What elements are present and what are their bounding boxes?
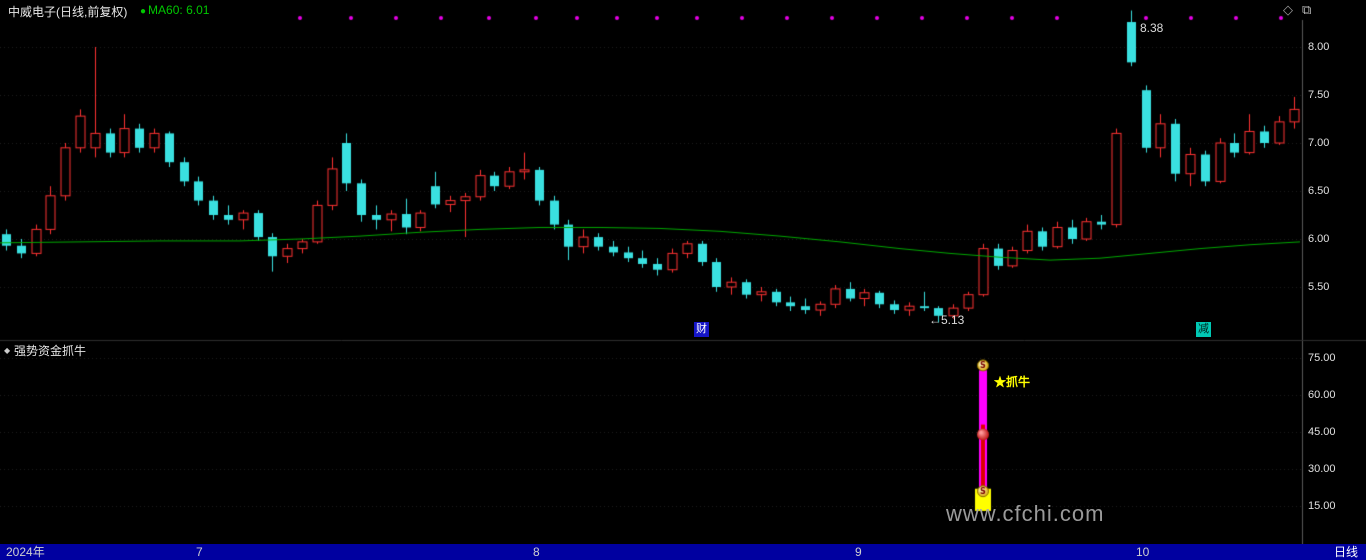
price-tick-750: 7.50 (1308, 89, 1330, 101)
trough-price-annotation: ←5.13 (929, 313, 965, 327)
window-restore-icon[interactable]: ⧉ (1302, 2, 1312, 17)
time-axis-month-7: 7 (196, 545, 203, 559)
stock-title: 中威电子(日线,前复权) (8, 5, 128, 19)
price-tick-800: 8.00 (1308, 41, 1330, 53)
sub-pane-marker-icon: ◆ (4, 346, 11, 355)
price-tick-600: 6.00 (1308, 233, 1330, 245)
time-axis-month-8: 8 (533, 545, 540, 559)
time-axis-year: 2024年 (6, 545, 45, 559)
info-mine-financial-badge[interactable]: 财 (694, 322, 709, 337)
diamond-icon[interactable]: ◇ (1283, 2, 1293, 17)
indicator-tick-30: 30.00 (1308, 463, 1336, 475)
indicator-tick-15: 15.00 (1308, 500, 1336, 512)
indicator-tick-75: 75.00 (1308, 352, 1336, 364)
info-mine-reduction-badge[interactable]: 减 (1196, 322, 1211, 337)
candlestick-chart-canvas[interactable] (0, 0, 1366, 544)
ma60-dot-icon: ● (140, 6, 147, 17)
indicator-tick-45: 45.00 (1308, 426, 1336, 438)
sub-indicator-title[interactable]: 强势资金抓牛 (14, 344, 87, 358)
bull-catch-signal-label: ★抓牛 (994, 375, 1031, 389)
time-axis-month-9: 9 (855, 545, 862, 559)
ma60-value-label: MA60: 6.01 (148, 3, 210, 17)
peak-price-annotation: 8.38 (1140, 21, 1164, 35)
time-axis-month-10: 10 (1136, 545, 1150, 559)
time-axis-bar: 2024年 7 8 9 10 日线 (0, 544, 1366, 560)
indicator-tick-60: 60.00 (1308, 389, 1336, 401)
price-tick-550: 5.50 (1308, 281, 1330, 293)
site-watermark: www.cfchi.com (946, 501, 1105, 526)
price-tick-700: 7.00 (1308, 137, 1330, 149)
price-tick-650: 6.50 (1308, 185, 1330, 197)
ma60-legend: ● MA60: 6.01 (140, 3, 209, 17)
period-label[interactable]: 日线 (1333, 545, 1358, 559)
